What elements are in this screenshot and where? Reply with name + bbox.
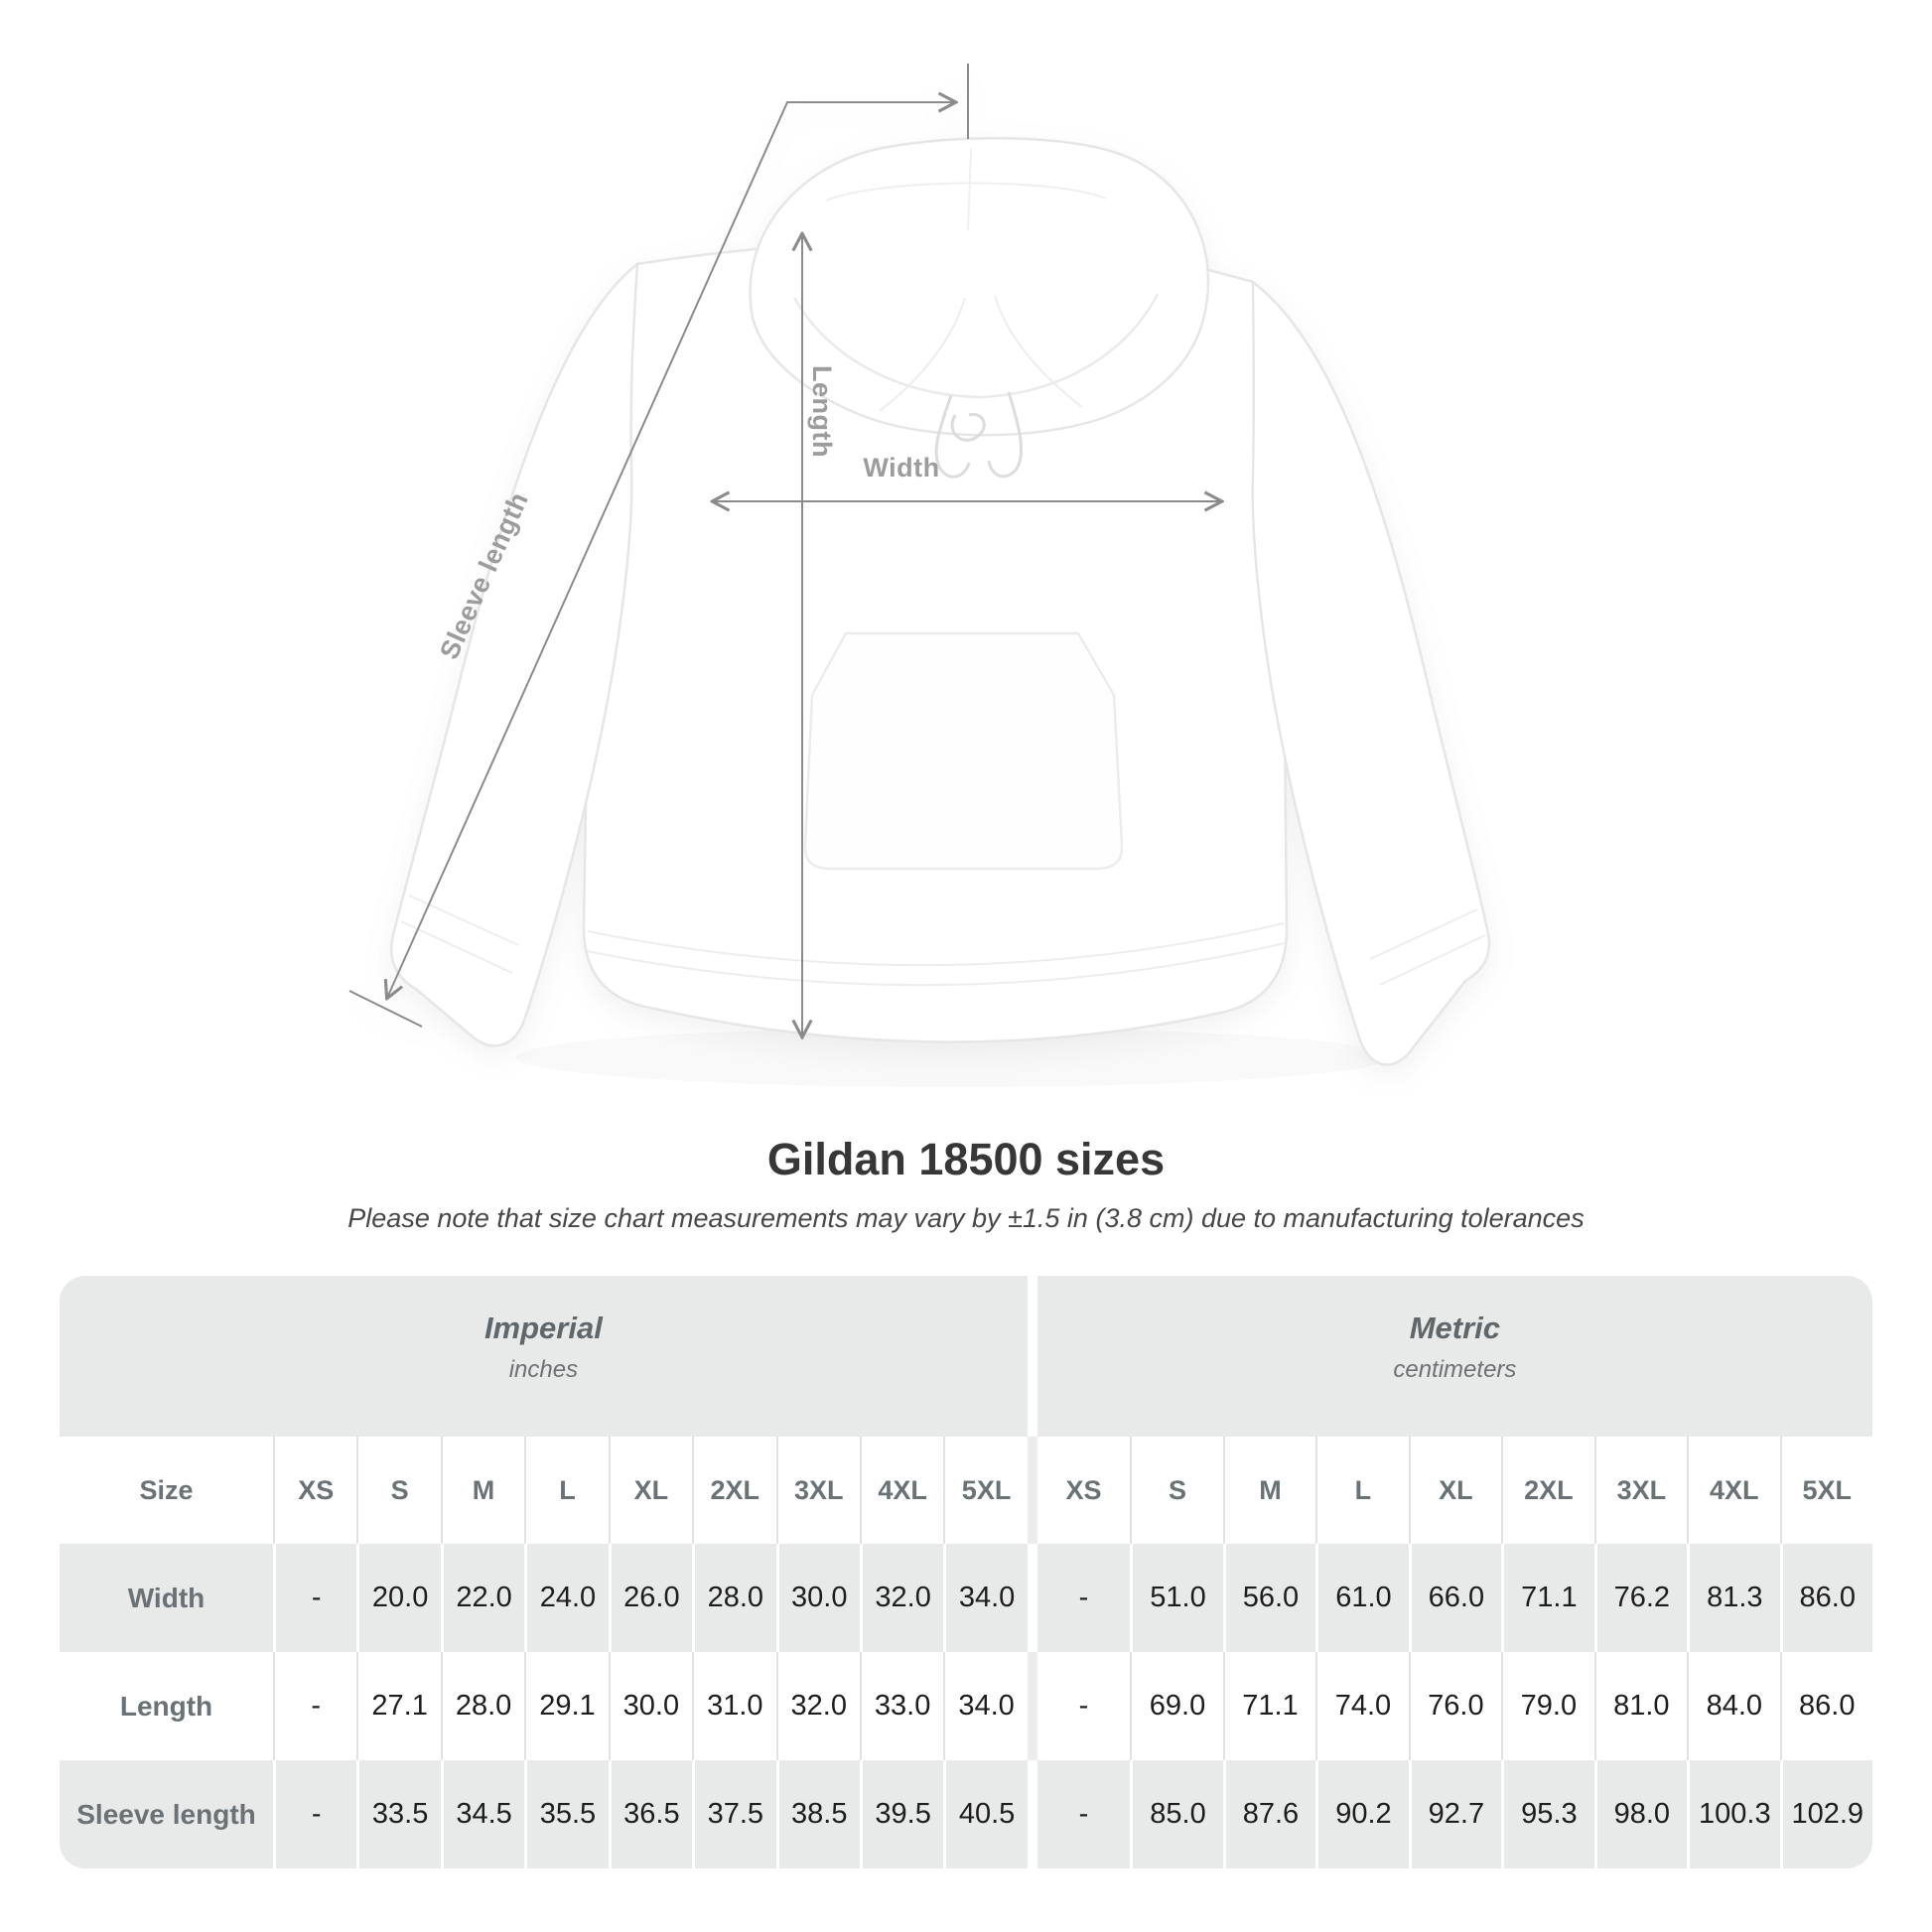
value-cell: 71.1 xyxy=(1501,1544,1594,1652)
value-cell: - xyxy=(1036,1652,1131,1760)
value-cell: 34.0 xyxy=(943,1652,1028,1760)
column-header: XL xyxy=(608,1437,693,1544)
value-cell: 30.0 xyxy=(608,1652,693,1760)
value-cell: 27.1 xyxy=(356,1652,441,1760)
column-header: S xyxy=(356,1437,441,1544)
value-cell: 32.0 xyxy=(775,1652,860,1760)
value-cell: - xyxy=(273,1760,357,1868)
column-header: 4XL xyxy=(1687,1437,1780,1544)
size-table: Imperial inches Metric centimeters Size … xyxy=(60,1276,1872,1868)
value-cell: 87.6 xyxy=(1222,1760,1316,1868)
value-cell: 32.0 xyxy=(859,1544,944,1652)
value-cell: 39.5 xyxy=(859,1760,944,1868)
section-gap xyxy=(1027,1760,1037,1868)
column-header: L xyxy=(524,1437,609,1544)
column-header: XL xyxy=(1408,1437,1502,1544)
value-cell: 69.0 xyxy=(1130,1652,1223,1760)
value-cell: 86.0 xyxy=(1779,1544,1872,1652)
column-header: XS xyxy=(1036,1437,1131,1544)
size-column-header: Size xyxy=(60,1437,273,1544)
value-cell: 28.0 xyxy=(440,1652,525,1760)
imperial-label: Imperial xyxy=(483,1311,603,1345)
row-label: Sleeve length xyxy=(60,1760,273,1868)
imperial-unit-label: inches xyxy=(508,1356,579,1383)
value-cell: 76.0 xyxy=(1408,1652,1502,1760)
column-header: S xyxy=(1130,1437,1223,1544)
value-cell: 29.1 xyxy=(524,1652,609,1760)
value-cell: 35.5 xyxy=(524,1760,609,1868)
cuff-tick xyxy=(348,990,423,1028)
kangaroo-pocket xyxy=(803,631,1124,871)
value-cell: 81.0 xyxy=(1593,1652,1688,1760)
column-header: 2XL xyxy=(692,1437,776,1544)
value-cell: 33.0 xyxy=(859,1652,944,1760)
value-cell: - xyxy=(1036,1760,1131,1868)
value-cell: 37.5 xyxy=(692,1760,776,1868)
value-cell: 61.0 xyxy=(1315,1544,1409,1652)
section-gap xyxy=(1027,1544,1037,1652)
value-cell: 98.0 xyxy=(1593,1760,1688,1868)
row-label: Width xyxy=(60,1544,273,1652)
value-cell: 22.0 xyxy=(440,1544,525,1652)
column-header: 3XL xyxy=(775,1437,860,1544)
value-cell: 34.5 xyxy=(440,1760,525,1868)
right-sleeve xyxy=(1251,279,1491,1066)
value-cell: 26.0 xyxy=(608,1544,693,1652)
tolerance-note: Please note that size chart measurements… xyxy=(347,1203,1585,1233)
value-cell: 84.0 xyxy=(1687,1652,1780,1760)
value-cell: 76.2 xyxy=(1593,1544,1688,1652)
value-cell: 20.0 xyxy=(356,1544,441,1652)
section-gap xyxy=(1027,1276,1037,1437)
imperial-section-header: Imperial inches xyxy=(60,1276,1028,1437)
hoodie-measurement-diagram xyxy=(348,64,1491,1066)
value-cell: 79.0 xyxy=(1501,1652,1594,1760)
value-cell: 71.1 xyxy=(1222,1652,1316,1760)
column-header: M xyxy=(440,1437,525,1544)
section-gap xyxy=(1027,1652,1037,1760)
value-cell: - xyxy=(273,1544,357,1652)
value-cell: 81.3 xyxy=(1687,1544,1780,1652)
metric-label: Metric xyxy=(1409,1311,1501,1345)
value-cell: 95.3 xyxy=(1501,1760,1594,1868)
width-measure-label: Width xyxy=(863,453,940,483)
column-header: M xyxy=(1222,1437,1316,1544)
value-cell: 30.0 xyxy=(775,1544,860,1652)
value-cell: 66.0 xyxy=(1408,1544,1502,1652)
value-cell: 33.5 xyxy=(356,1760,441,1868)
column-header: 3XL xyxy=(1593,1437,1688,1544)
column-header: 2XL xyxy=(1501,1437,1594,1544)
value-cell: 28.0 xyxy=(692,1544,776,1652)
length-measure-label: Length xyxy=(807,365,837,458)
column-header: 4XL xyxy=(859,1437,944,1544)
column-header: 5XL xyxy=(1779,1437,1872,1544)
metric-unit-label: centimeters xyxy=(1393,1356,1517,1383)
value-cell: 74.0 xyxy=(1315,1652,1409,1760)
value-cell: 56.0 xyxy=(1222,1544,1316,1652)
value-cell: 85.0 xyxy=(1130,1760,1223,1868)
value-cell: 31.0 xyxy=(692,1652,776,1760)
value-cell: 86.0 xyxy=(1779,1652,1872,1760)
value-cell: 34.0 xyxy=(943,1544,1028,1652)
page-title: Gildan 18500 sizes xyxy=(766,1134,1166,1184)
value-cell: 92.7 xyxy=(1408,1760,1502,1868)
metric-section-header: Metric centimeters xyxy=(1036,1276,1872,1437)
value-cell: 102.9 xyxy=(1779,1760,1872,1868)
value-cell: 100.3 xyxy=(1687,1760,1780,1868)
section-gap xyxy=(1027,1437,1037,1544)
column-header: XS xyxy=(273,1437,357,1544)
row-label: Length xyxy=(60,1652,273,1760)
value-cell: 36.5 xyxy=(608,1760,693,1868)
value-cell: 38.5 xyxy=(775,1760,860,1868)
value-cell: - xyxy=(1036,1544,1131,1652)
sleeve-length-line xyxy=(387,102,955,998)
value-cell: 51.0 xyxy=(1130,1544,1223,1652)
measurement-lines xyxy=(348,64,1221,1036)
column-header: 5XL xyxy=(943,1437,1028,1544)
value-cell: 24.0 xyxy=(524,1544,609,1652)
column-header: L xyxy=(1315,1437,1409,1544)
value-cell: - xyxy=(273,1652,357,1760)
value-cell: 90.2 xyxy=(1315,1760,1409,1868)
value-cell: 40.5 xyxy=(943,1760,1028,1868)
